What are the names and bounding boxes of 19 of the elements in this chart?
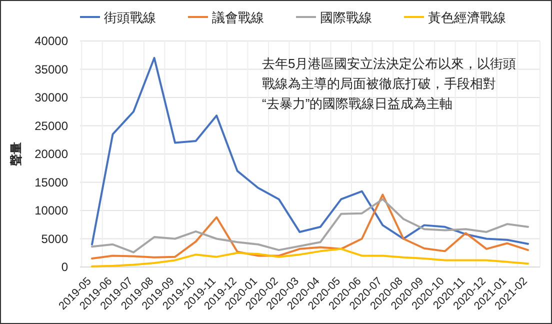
line-series [91,198,529,254]
legend-label: 街頭戰線 [104,10,156,25]
y-axis-title: 聲量 [9,142,23,167]
y-tick-label: 0 [61,260,68,274]
legend-label: 黃色經濟戰線 [428,10,506,25]
y-tick-label: 15000 [34,175,68,190]
y-tick-label: 30000 [34,90,68,105]
annotation: 去年5月港區國安立法決定公布以來，以街頭戰線為主導的局面被徹底打破，手段相對“去暴力”的國際戰線日益成為主軸 [262,56,516,111]
line-series [91,194,529,260]
legend-label: 議會戰線 [212,10,264,25]
y-tick-label: 40000 [34,34,68,48]
y-tick-label: 10000 [34,204,68,218]
line-series [91,248,529,268]
y-tick-label: 20000 [34,147,68,162]
line-series [91,56,529,246]
y-tick-label: 5000 [41,232,68,246]
y-tick-label: 35000 [34,62,68,76]
y-tick-label: 25000 [34,118,68,133]
legend-label: 國際戰線 [320,10,372,25]
